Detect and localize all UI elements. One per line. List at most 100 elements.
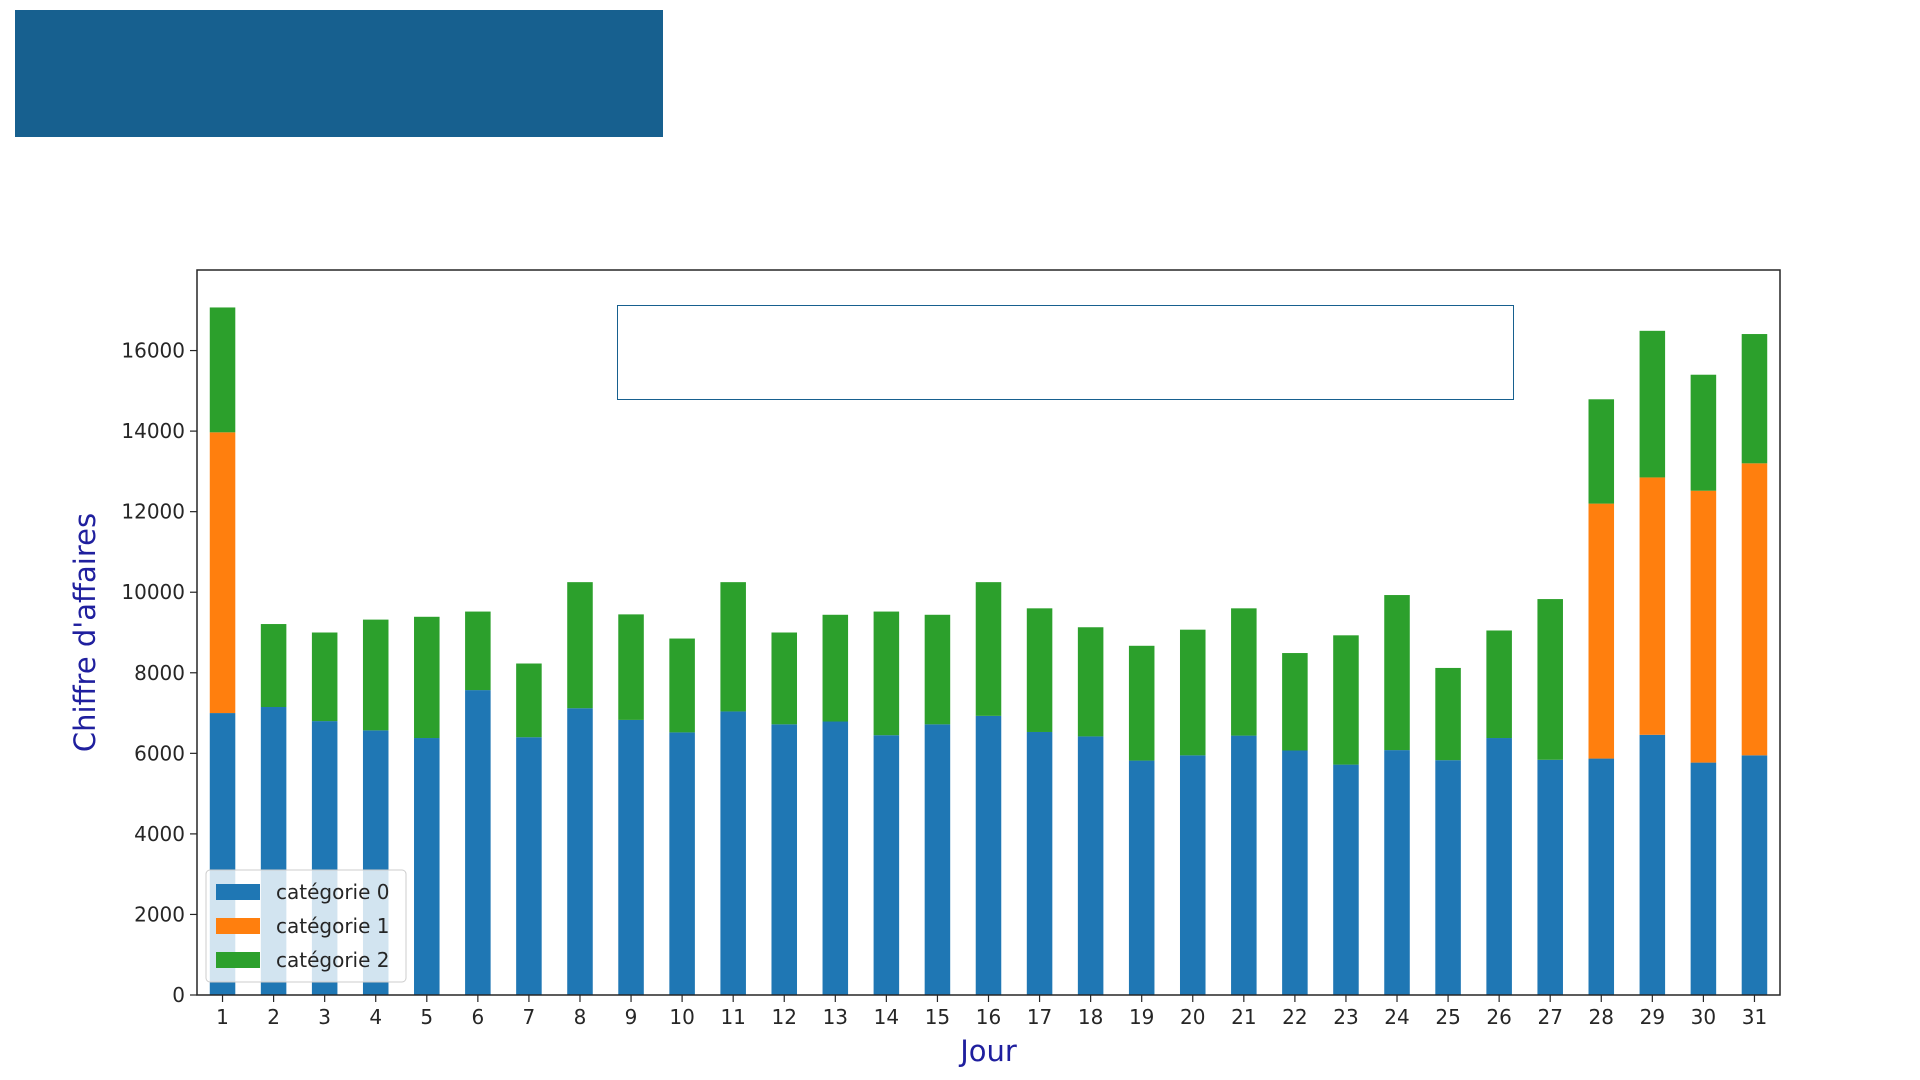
bar-cat0-day-31 (1741, 755, 1768, 995)
bar-cat2-day-18 (1077, 627, 1104, 737)
x-tick-label: 4 (369, 1005, 382, 1029)
bar-cat0-day-14 (873, 735, 900, 995)
bar-cat0-day-13 (822, 721, 849, 995)
y-axis-title: Chiffre d'affaires (68, 513, 102, 752)
bar-cat0-day-15 (924, 724, 951, 995)
x-tick-label: 26 (1486, 1005, 1511, 1029)
bar-cat2-day-23 (1333, 635, 1359, 765)
bar-cat0-day-29 (1639, 734, 1666, 995)
bar-cat0-day-9 (618, 719, 644, 995)
bar-cat2-day-22 (1282, 653, 1308, 751)
x-tick-label: 24 (1384, 1005, 1409, 1029)
x-tick-label: 23 (1333, 1005, 1358, 1029)
bar-cat2-day-2 (260, 624, 287, 708)
x-tick-label: 1 (216, 1005, 229, 1029)
x-tick-label: 7 (523, 1005, 536, 1029)
x-tick-label: 29 (1640, 1005, 1665, 1029)
x-tick-label: 17 (1027, 1005, 1052, 1029)
bar-cat0-day-24 (1384, 750, 1410, 995)
legend-swatch (216, 918, 260, 934)
y-tick-label: 14000 (121, 419, 185, 443)
bar-cat0-day-20 (1179, 755, 1206, 995)
bar-cat0-day-19 (1128, 760, 1155, 995)
bar-cat2-day-26 (1486, 630, 1512, 739)
bar-cat2-day-7 (516, 663, 542, 738)
bar-cat0-day-26 (1486, 738, 1512, 995)
bar-cat2-day-28 (1588, 399, 1615, 504)
legend-swatch (216, 952, 260, 968)
bar-cat0-day-18 (1077, 736, 1104, 995)
bar-cat2-day-8 (567, 582, 593, 709)
x-tick-label: 27 (1537, 1005, 1562, 1029)
x-tick-label: 25 (1435, 1005, 1460, 1029)
x-tick-label: 2 (267, 1005, 280, 1029)
bar-cat2-day-16 (975, 582, 1002, 716)
bar-cat2-day-29 (1639, 330, 1666, 478)
x-tick-label: 28 (1589, 1005, 1614, 1029)
bar-cat2-day-21 (1231, 608, 1257, 736)
legend-label: catégorie 0 (276, 880, 390, 904)
bar-cat0-day-30 (1690, 762, 1717, 995)
x-tick-label: 18 (1078, 1005, 1103, 1029)
legend-label: catégorie 2 (276, 948, 390, 972)
y-tick-label: 8000 (134, 661, 185, 685)
bar-cat2-day-13 (822, 614, 849, 722)
y-tick-label: 10000 (121, 580, 185, 604)
x-tick-label: 21 (1231, 1005, 1256, 1029)
bar-cat2-day-1 (209, 307, 236, 433)
bar-cat0-day-7 (516, 737, 542, 995)
y-tick-label: 0 (172, 983, 185, 1007)
bar-cat0-day-21 (1231, 735, 1257, 995)
bar-cat0-day-28 (1588, 758, 1615, 995)
bar-cat2-day-19 (1128, 645, 1155, 761)
bar-cat2-day-24 (1384, 595, 1410, 751)
x-tick-label: 5 (420, 1005, 433, 1029)
bar-cat0-day-22 (1282, 750, 1308, 995)
bar-cat0-day-25 (1435, 760, 1461, 995)
title-box (617, 305, 1514, 400)
bar-cat2-day-12 (771, 632, 798, 725)
bar-cat0-day-8 (567, 708, 593, 995)
bar-cat2-day-27 (1537, 599, 1563, 760)
bar-cat0-day-17 (1026, 731, 1053, 995)
bar-cat0-day-27 (1537, 759, 1563, 995)
y-tick-label: 4000 (134, 822, 185, 846)
x-tick-label: 12 (772, 1005, 797, 1029)
bar-cat2-day-4 (362, 619, 389, 731)
x-tick-label: 9 (625, 1005, 638, 1029)
bar-cat0-day-12 (771, 724, 798, 995)
bar-cat1-day-29 (1639, 477, 1666, 735)
bar-cat2-day-11 (720, 582, 746, 712)
bar-cat2-day-17 (1026, 608, 1053, 732)
bar-cat0-day-6 (465, 690, 491, 995)
bar-cat2-day-14 (873, 611, 900, 736)
x-tick-label: 8 (574, 1005, 587, 1029)
x-tick-label: 16 (976, 1005, 1001, 1029)
bar-cat1-day-28 (1588, 503, 1615, 759)
legend-label: catégorie 1 (276, 914, 390, 938)
bar-cat0-day-10 (669, 732, 695, 995)
x-tick-label: 6 (471, 1005, 484, 1029)
bar-cat2-day-10 (669, 638, 695, 733)
bar-cat2-day-15 (924, 614, 951, 725)
x-tick-label: 11 (720, 1005, 745, 1029)
bar-cat0-day-23 (1333, 764, 1359, 995)
bar-cat2-day-30 (1690, 374, 1717, 491)
legend-swatch (216, 884, 260, 900)
x-tick-label: 10 (669, 1005, 694, 1029)
x-tick-label: 19 (1129, 1005, 1154, 1029)
bar-cat0-day-11 (720, 711, 746, 995)
header-banner (15, 10, 663, 137)
bar-cat2-day-31 (1741, 334, 1768, 464)
bars-layer (209, 307, 1768, 996)
bar-cat1-day-1 (209, 432, 236, 714)
x-tick-label: 20 (1180, 1005, 1205, 1029)
y-tick-label: 2000 (134, 902, 185, 926)
bar-cat2-day-9 (618, 614, 644, 720)
y-tick-label: 12000 (121, 500, 185, 524)
bar-cat1-day-30 (1690, 490, 1717, 763)
x-tick-label: 30 (1691, 1005, 1716, 1029)
